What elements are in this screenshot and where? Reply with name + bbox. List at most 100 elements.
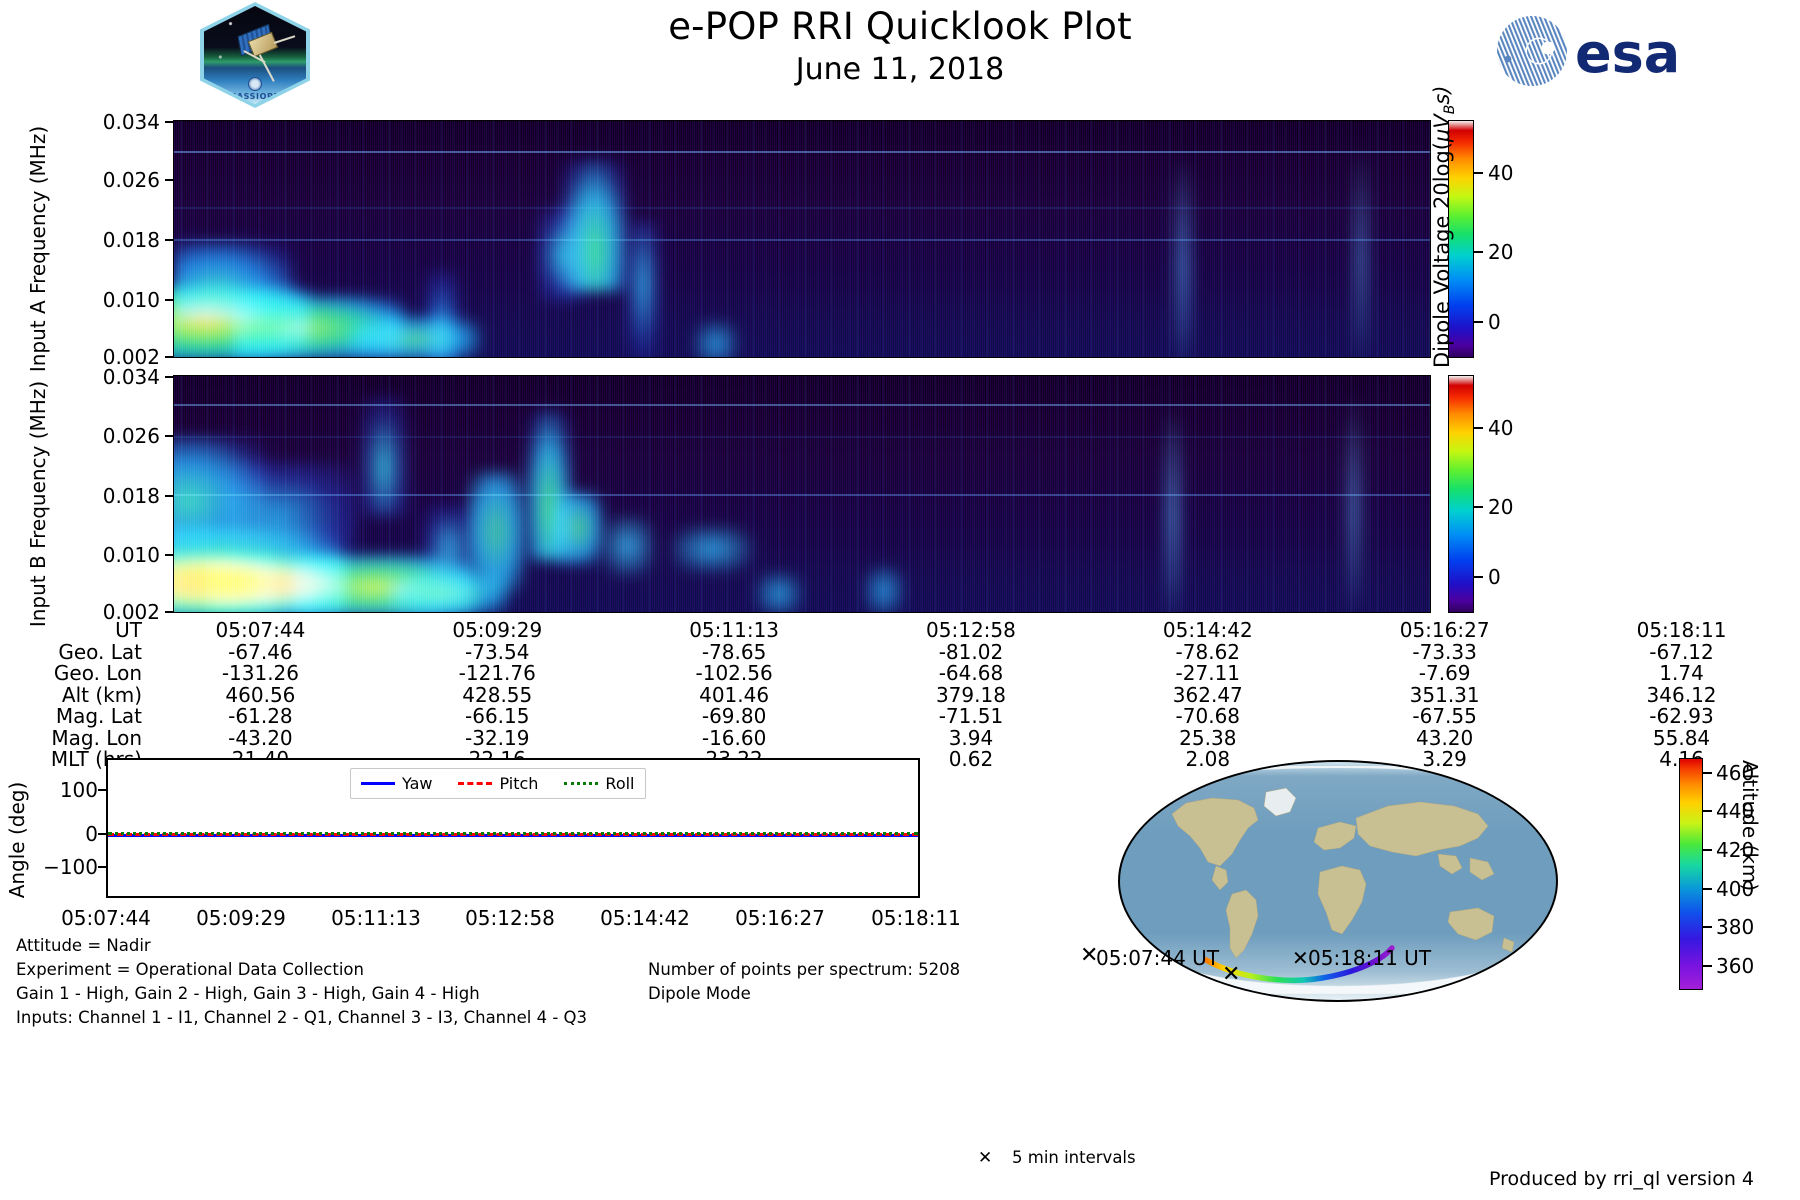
input-a-spectrogram (173, 120, 1431, 358)
input-b-spectrogram (173, 375, 1431, 613)
colorbar-b-tickline (1474, 576, 1483, 578)
esa-logo-icon: esa (1495, 14, 1745, 88)
ephem-cell-mag-lon: 55.84 (1652, 725, 1711, 750)
panel-a-tickline (165, 121, 173, 123)
ephem-cell-ut: 05:11:13 (689, 618, 780, 642)
ephem-cell-geo-lat: -67.46 (228, 639, 293, 664)
ephem-cell-mag-lat: -66.15 (465, 704, 530, 728)
world-map-ellipse[interactable] (1118, 760, 1558, 1002)
map-interval-marker-icon: ✕ (978, 1148, 993, 1168)
colorbar-a-tickline (1474, 172, 1483, 174)
attitude-xtick-0: 05:07:44 (61, 906, 151, 930)
ephem-cell-ut: 05:07:44 (215, 618, 306, 642)
ephem-cell-geo-lat: -73.54 (465, 639, 530, 664)
panel-a-ytick-4: 0.002 (102, 345, 160, 369)
ephem-cell-mlt: 3.29 (1422, 747, 1467, 771)
attitude-xtick-2: 05:11:13 (331, 906, 421, 930)
ephem-cell-mag-lat: -61.28 (228, 704, 293, 728)
ephem-cell-geo-lat: -73.33 (1412, 639, 1477, 664)
panel-b-ytick-2: 0.018 (102, 484, 160, 508)
colorbar-a-tick-0: 0 (1488, 310, 1501, 334)
altitude-cbar-tick-400: 400 (1716, 877, 1755, 901)
legend-item-yaw[interactable]: Yaw (361, 774, 432, 793)
altitude-cbar-tickline (1703, 772, 1712, 774)
panel-a-ytick-1: 0.026 (102, 168, 160, 192)
colorbar-b-tickline (1474, 506, 1483, 508)
footer-points: Number of points per spectrum: 5208 (648, 960, 961, 979)
attitude-xtick-4: 05:14:42 (600, 906, 690, 930)
orbit-track-line (1203, 945, 1395, 983)
ephem-cell-mag-lat: -69.80 (701, 704, 767, 728)
altitude-cbar-tick-360: 360 (1716, 954, 1755, 978)
ephem-cell-alt: 362.47 (1172, 682, 1243, 707)
ephem-cell-mag-lon: -16.60 (701, 725, 767, 750)
ephem-cell-geo-lon: -131.26 (221, 661, 300, 685)
altitude-cbar-tickline (1703, 926, 1712, 928)
altitude-cbar-tickline (1703, 810, 1712, 812)
footer-inputs: Inputs: Channel 1 - I1, Channel 2 - Q1, … (16, 1008, 587, 1027)
legend-item-pitch[interactable]: Pitch (458, 774, 538, 793)
ephem-cell-geo-lon: -64.68 (938, 661, 1004, 685)
footer-mode: Dipole Mode (648, 984, 751, 1003)
legend-label-roll: Roll (605, 774, 635, 793)
map-mid-marker-icon: ✕ (1222, 962, 1241, 987)
ephem-cell-mag-lat: -67.55 (1412, 704, 1477, 728)
legend-item-roll[interactable]: Roll (564, 774, 635, 793)
legend-line-roll-icon (564, 782, 599, 785)
ephemeris-table: UT 05:07:44 05:09:29 05:11:13 05:12:58 0… (0, 618, 1800, 771)
world-map-continents (1140, 766, 1536, 995)
ephem-cell-mag-lon: -43.20 (228, 725, 293, 750)
attitude-tickline (98, 789, 106, 791)
attitude-xtick-5: 05:16:27 (735, 906, 825, 930)
ephem-cell-geo-lon: -27.11 (1175, 661, 1241, 685)
attitude-legend[interactable]: Yaw Pitch Roll (350, 768, 646, 799)
panel-b-tickline (165, 495, 173, 497)
orbit-ground-track-map[interactable]: ✕ 05:07:44 UT ✕ ✕ 05:18:11 UT (1080, 760, 1558, 1002)
ephem-label-mag-lon: Mag. Lon (51, 725, 142, 750)
attitude-tickline (98, 866, 106, 868)
colorbar-label-subscript: B (1442, 104, 1459, 115)
ephem-cell-geo-lat: -67.12 (1649, 639, 1714, 664)
ephem-cell-ut: 05:16:27 (1399, 618, 1490, 642)
panel-b-colorbar (1448, 375, 1474, 613)
attitude-tickline (98, 833, 106, 835)
panel-a-ylabel: Input A Frequency (MHz) (26, 125, 50, 373)
map-end-marker-icon: ✕ (1292, 946, 1309, 970)
panel-a-tickline (165, 239, 173, 241)
panel-a-tickline (165, 356, 173, 358)
colorbar-b-tick-0: 0 (1488, 565, 1501, 589)
footer-gains: Gain 1 - High, Gain 2 - High, Gain 3 - H… (16, 984, 480, 1003)
colorbar-label-prefix: Dipole Voltage 20log( (1430, 142, 1454, 368)
ephem-cell-geo-lon: 1.74 (1659, 661, 1704, 685)
ephem-label-alt: Alt (km) (61, 682, 142, 707)
ephem-cell-ut: 05:14:42 (1162, 618, 1253, 642)
ephem-label-mag-lat: Mag. Lat (55, 704, 142, 728)
attitude-ytick-100: 100 (59, 778, 98, 802)
altitude-cbar-tick-380: 380 (1716, 915, 1755, 939)
panel-b-ytick-1: 0.026 (102, 424, 160, 448)
attitude-xtick-3: 05:12:58 (465, 906, 555, 930)
ephem-cell-mag-lon: 25.38 (1179, 725, 1237, 750)
colorbar-b-tickline (1474, 427, 1483, 429)
colorbar-b-tick-20: 20 (1488, 495, 1514, 519)
map-end-label: 05:18:11 UT (1308, 946, 1432, 970)
attitude-ytick-0: 0 (85, 822, 98, 846)
panel-a-ytick-0: 0.034 (102, 110, 160, 134)
attitude-xtick-6: 05:18:11 (871, 906, 961, 930)
panel-b-tickline (165, 376, 173, 378)
cassiope-patch-label: CASSIOPE (230, 92, 280, 101)
footer-attitude: Attitude = Nadir (16, 936, 151, 955)
table-row: Mag. Lon -43.20 -32.19 -16.60 3.94 25.38… (0, 725, 1800, 750)
legend-line-yaw-icon (361, 782, 395, 785)
ephem-cell-ut: 05:12:58 (926, 618, 1016, 642)
panel-b-ytick-3: 0.010 (102, 543, 160, 567)
ephem-cell-geo-lon: -121.76 (458, 661, 536, 685)
ephem-cell-mag-lon: 43.20 (1416, 725, 1474, 750)
ephem-cell-mag-lat: -70.68 (1175, 704, 1241, 728)
page-subtitle-date: June 11, 2018 (795, 52, 1005, 87)
panel-a-colorbar (1448, 120, 1474, 358)
panel-b-tickline (165, 554, 173, 556)
colorbar-b-tick-40: 40 (1488, 416, 1514, 440)
altitude-cbar-tick-420: 420 (1716, 838, 1755, 862)
ephem-cell-alt: 460.56 (225, 682, 296, 707)
